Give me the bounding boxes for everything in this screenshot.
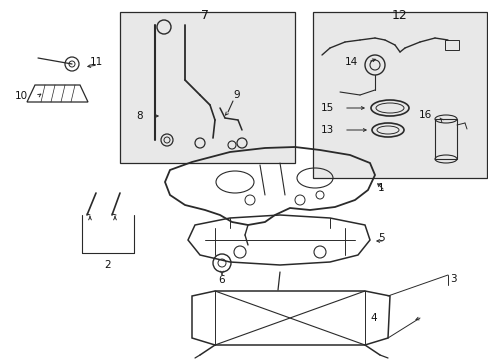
Text: 5: 5	[377, 233, 384, 243]
Text: 16: 16	[418, 110, 431, 120]
Text: 3: 3	[449, 274, 456, 284]
Text: 1: 1	[377, 183, 384, 193]
Text: 8: 8	[136, 111, 142, 121]
Text: 13: 13	[320, 125, 333, 135]
Text: 2: 2	[104, 260, 111, 270]
Text: 11: 11	[90, 57, 103, 67]
Bar	[120, 12, 294, 163]
Bar	[312, 12, 486, 178]
Text: 4: 4	[369, 313, 376, 323]
Text: 7: 7	[201, 9, 208, 22]
Text: 15: 15	[320, 103, 333, 113]
Text: 14: 14	[344, 57, 357, 67]
Text: 9: 9	[232, 90, 239, 100]
Text: 12: 12	[391, 9, 407, 22]
Bar	[434, 119, 456, 159]
Text: 10: 10	[15, 91, 28, 101]
Text: 6: 6	[218, 275, 225, 285]
Bar	[444, 40, 458, 50]
